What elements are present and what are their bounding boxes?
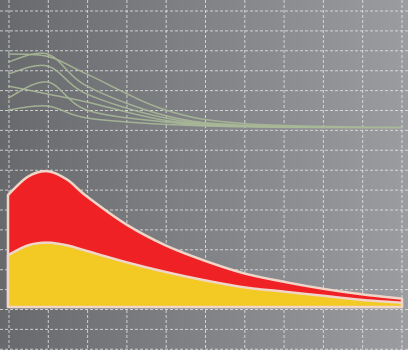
line-series xyxy=(7,105,403,129)
area-series xyxy=(6,241,404,309)
line-series xyxy=(7,53,403,129)
plots xyxy=(6,52,404,309)
